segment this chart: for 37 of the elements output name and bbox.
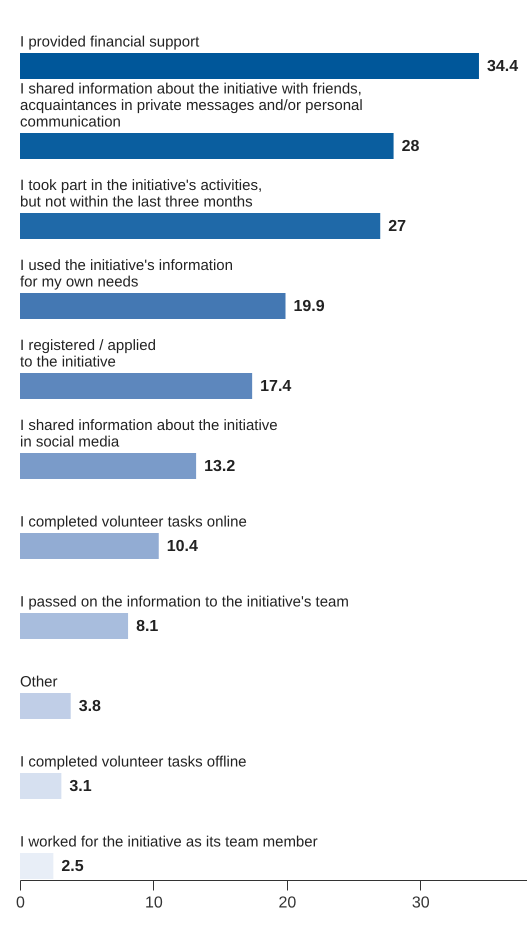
bar bbox=[20, 53, 479, 79]
data-label: 2.5 bbox=[61, 858, 84, 875]
data-label: 17.4 bbox=[260, 378, 292, 395]
x-tick-label: 20 bbox=[278, 894, 296, 912]
data-label: 8.1 bbox=[136, 618, 158, 635]
bar bbox=[20, 213, 380, 239]
bar bbox=[20, 773, 62, 799]
y-tick-label: I used the initiative's information for my own needs bbox=[20, 257, 233, 290]
data-label: 3.8 bbox=[78, 698, 102, 715]
bar bbox=[20, 373, 252, 399]
data-label: 13.2 bbox=[204, 458, 236, 475]
x-tick-label: 10 bbox=[145, 894, 163, 912]
bar bbox=[20, 533, 159, 559]
data-label: 34.4 bbox=[486, 58, 518, 75]
x-tick-label: 30 bbox=[412, 894, 430, 912]
y-tick-label: I passed on the information to the initiative's team bbox=[20, 594, 349, 610]
data-label: 10.4 bbox=[166, 538, 198, 555]
data-label: 27 bbox=[388, 218, 406, 235]
y-tick-label: I provided financial support bbox=[20, 34, 200, 50]
data-label: 28 bbox=[402, 138, 420, 155]
y-tick-label: I registered / applied to the initiative bbox=[20, 337, 156, 370]
y-tick-label: I completed volunteer tasks online bbox=[20, 514, 247, 530]
bar bbox=[20, 453, 196, 479]
y-tick-label: I took part in the initiative's activities, but not within the last three months bbox=[20, 177, 262, 210]
bar bbox=[20, 133, 394, 159]
y-tick-label: I shared information about the initiative with friends, acquaintances in private messages and/or personal communication bbox=[20, 80, 363, 130]
bar bbox=[20, 293, 286, 319]
bar bbox=[20, 853, 54, 879]
x-tick-label: 0 bbox=[16, 894, 26, 912]
bar bbox=[20, 693, 71, 719]
data-label: 3.1 bbox=[69, 778, 92, 795]
y-tick-label: Other bbox=[20, 674, 58, 690]
data-label: 19.9 bbox=[294, 298, 325, 315]
y-tick-label: I shared information about the initiative in social media bbox=[20, 417, 278, 450]
y-tick-label: I worked for the initiative as its team member bbox=[20, 834, 318, 850]
bar bbox=[20, 613, 128, 639]
y-tick-label: I completed volunteer tasks offline bbox=[20, 754, 247, 770]
